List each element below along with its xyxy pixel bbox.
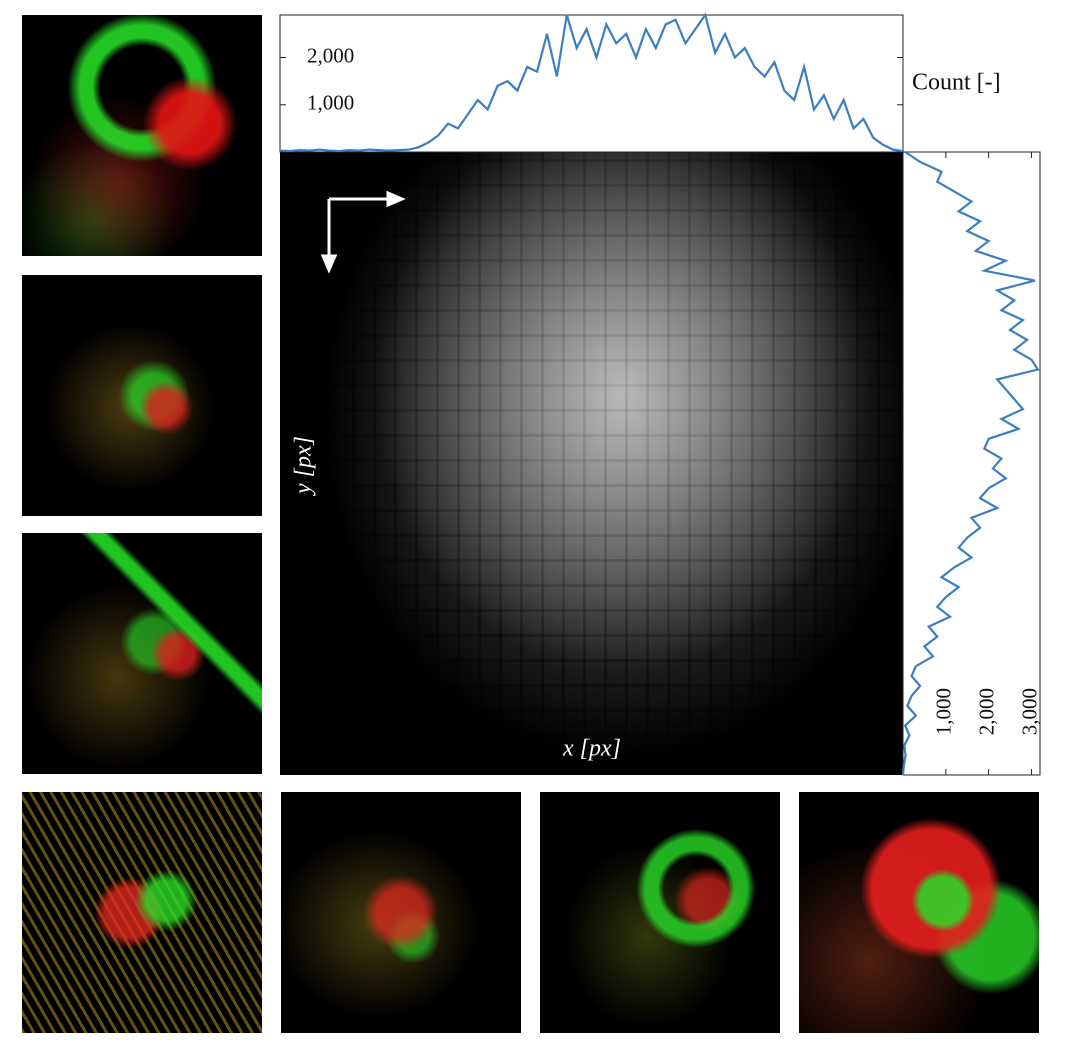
x-tick-label: 2,000	[974, 688, 998, 735]
x-tick-label: 3,000	[1017, 688, 1041, 735]
cell-image	[22, 15, 262, 256]
cell-image	[540, 792, 780, 1033]
heatmap	[280, 152, 903, 775]
cell-image	[799, 792, 1039, 1033]
axis-arrows	[320, 190, 406, 274]
x-axis-label: x [px]	[562, 736, 621, 762]
frame	[902, 151, 1041, 776]
y-axis-label: Count [-]	[912, 70, 1001, 96]
frame	[279, 14, 904, 153]
y-tick-label: 1,000	[307, 91, 354, 115]
cell-image	[22, 792, 262, 1033]
data-line	[901, 151, 1040, 776]
data-line	[279, 12, 904, 153]
cell-image	[22, 533, 262, 774]
y-tick-label: 2,000	[307, 43, 354, 67]
cell-image	[22, 275, 262, 516]
x-tick-label: 1,000	[932, 688, 956, 735]
y-axis-label: y [px]	[291, 436, 317, 496]
cell-image	[281, 792, 521, 1033]
